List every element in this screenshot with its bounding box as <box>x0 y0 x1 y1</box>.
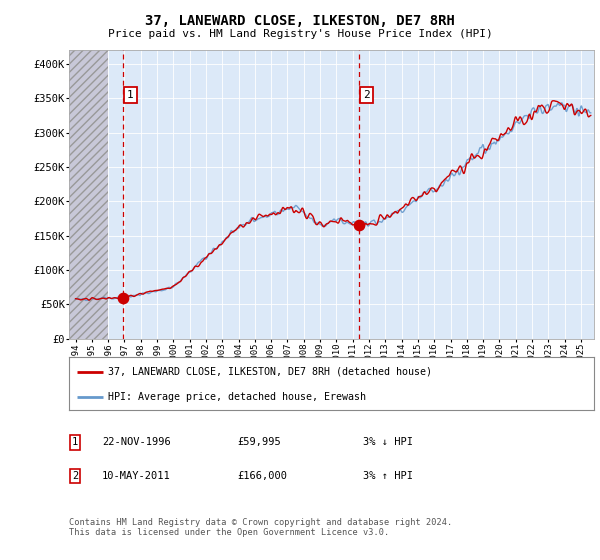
Text: 3% ↑ HPI: 3% ↑ HPI <box>363 471 413 481</box>
Text: 2: 2 <box>363 90 370 100</box>
Text: HPI: Average price, detached house, Erewash: HPI: Average price, detached house, Erew… <box>109 391 367 402</box>
Text: £59,995: £59,995 <box>237 437 281 447</box>
Text: £166,000: £166,000 <box>237 471 287 481</box>
Text: 1: 1 <box>127 90 134 100</box>
Text: Price paid vs. HM Land Registry's House Price Index (HPI): Price paid vs. HM Land Registry's House … <box>107 29 493 39</box>
Text: 37, LANEWARD CLOSE, ILKESTON, DE7 8RH (detached house): 37, LANEWARD CLOSE, ILKESTON, DE7 8RH (d… <box>109 367 433 377</box>
Text: 37, LANEWARD CLOSE, ILKESTON, DE7 8RH: 37, LANEWARD CLOSE, ILKESTON, DE7 8RH <box>145 14 455 28</box>
Text: 22-NOV-1996: 22-NOV-1996 <box>102 437 171 447</box>
Text: 3% ↓ HPI: 3% ↓ HPI <box>363 437 413 447</box>
Point <box>354 220 364 229</box>
Text: Contains HM Land Registry data © Crown copyright and database right 2024.
This d: Contains HM Land Registry data © Crown c… <box>69 518 452 538</box>
Text: 10-MAY-2011: 10-MAY-2011 <box>102 471 171 481</box>
Point <box>118 293 128 302</box>
Text: 2: 2 <box>72 471 78 481</box>
Text: 1: 1 <box>72 437 78 447</box>
